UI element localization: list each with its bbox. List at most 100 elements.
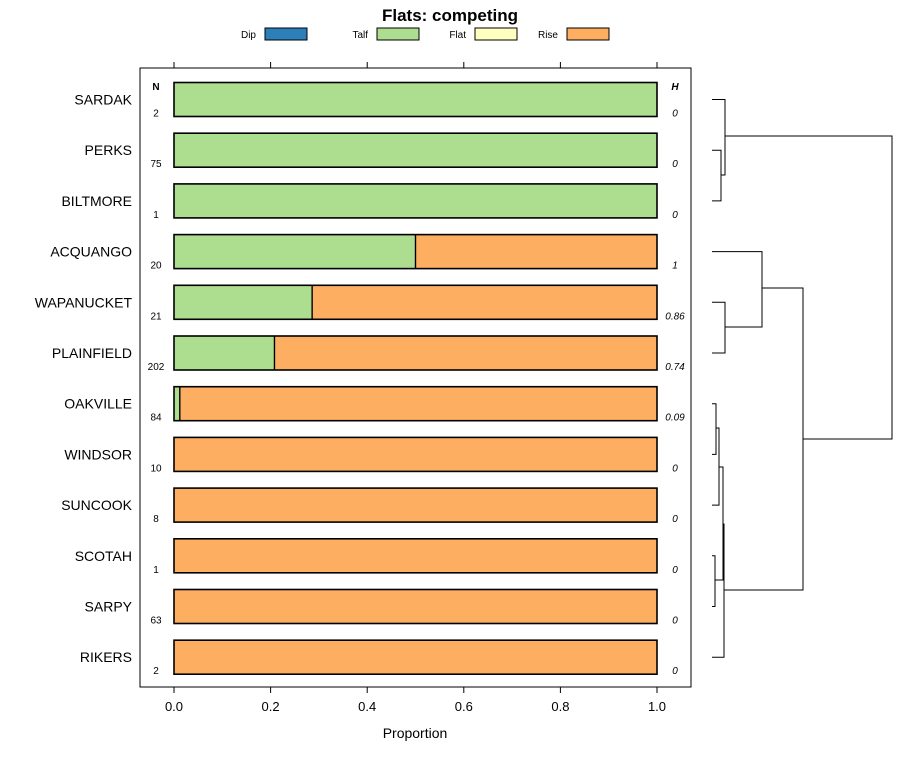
- dendrogram: [712, 99, 893, 658]
- row-biltmore: BILTMORE 1 0: [61, 183, 678, 221]
- bar-rise-oakville: [179, 386, 657, 421]
- row-suncook: SUNCOOK 8 0: [61, 487, 678, 525]
- dendrogram-branch-3: [712, 251, 763, 328]
- h-value-sardak: 0: [672, 109, 678, 120]
- legend-swatch-flat: [474, 27, 518, 41]
- h-column-header: H: [671, 82, 679, 93]
- bar-outline-windsor: [173, 436, 658, 473]
- category-label: WINDSOR: [64, 446, 132, 462]
- category-label: SUNCOOK: [61, 497, 132, 513]
- row-oakville: OAKVILLE 84 0.09: [64, 385, 685, 424]
- h-value-oakville: 0.09: [665, 413, 685, 424]
- category-label: ACQUANGO: [50, 244, 132, 260]
- category-label: PERKS: [85, 142, 132, 158]
- h-value-suncook: 0: [672, 514, 678, 525]
- dendrogram-branch-6: [712, 555, 716, 607]
- category-label: OAKVILLE: [64, 396, 132, 412]
- bar-talf-biltmore: [174, 183, 657, 218]
- h-value-sarpy: 0: [672, 616, 678, 627]
- dendrogram-branch-2: [712, 301, 726, 354]
- row-acquango: ACQUANGO 20 1: [50, 233, 678, 272]
- n-column-header: N: [152, 82, 159, 93]
- bar-rise-wapanucket: [312, 285, 657, 320]
- category-label: WAPANUCKET: [35, 294, 133, 310]
- bar-outline-sardak: [173, 81, 658, 118]
- x-tick-label: 0.0: [165, 699, 183, 714]
- bar-rise-scotah: [174, 538, 657, 573]
- x-axis: 0.0 0.2 0.4 0.6 0.8 1.0: [165, 687, 666, 714]
- n-value-oakville: 84: [150, 413, 162, 424]
- n-value-sardak: 2: [153, 109, 159, 120]
- bar-talf-wapanucket: [174, 285, 313, 320]
- bar-outline-perks: [173, 132, 658, 168]
- n-value-plainfield: 202: [148, 362, 165, 373]
- h-value-scotah: 0: [672, 565, 678, 576]
- top-axis-ticks: [173, 62, 658, 68]
- x-axis-title: Proportion: [383, 725, 448, 741]
- x-tick-label: 0.8: [551, 699, 569, 714]
- row-scotah: SCOTAH 1 0: [75, 537, 678, 576]
- bar-outline-acquango: [173, 233, 658, 270]
- bar-talf-plainfield: [174, 336, 275, 370]
- bar-talf-sardak: [174, 82, 657, 117]
- legend-swatch-talf: [376, 27, 420, 41]
- bar-rise-plainfield: [274, 336, 657, 370]
- category-label: SARPY: [85, 599, 133, 615]
- row-wapanucket: WAPANUCKET 21 0.86: [35, 284, 685, 322]
- bar-outline-biltmore: [173, 183, 658, 219]
- h-value-acquango: 1: [672, 261, 678, 272]
- dendrogram-branch-4: [712, 403, 717, 455]
- category-label: BILTMORE: [61, 193, 132, 209]
- bar-outline-rikers: [173, 639, 658, 676]
- bar-rise-windsor: [174, 437, 657, 472]
- x-tick-label: 0.2: [262, 699, 280, 714]
- row-sardak: SARDAK 2 0: [74, 81, 678, 120]
- bar-talf-oakville: [174, 386, 180, 421]
- row-perks: PERKS 75 0: [85, 132, 678, 170]
- h-value-rikers: 0: [672, 666, 678, 677]
- legend: Dip Talf Flat Rise: [241, 27, 610, 41]
- chart-title: Flats: competing: [382, 6, 518, 25]
- bar-rise-rikers: [174, 640, 657, 675]
- dendrogram-branch-0: [712, 149, 722, 202]
- bar-outline-suncook: [173, 487, 658, 523]
- category-label: RIKERS: [80, 649, 132, 665]
- bar-outline-oakville: [173, 385, 658, 422]
- row-rikers: RIKERS 2 0: [80, 639, 678, 677]
- bar-talf-acquango: [174, 234, 416, 269]
- row-sarpy: SARPY 63 0: [85, 588, 678, 627]
- bar-outline-scotah: [173, 537, 658, 574]
- h-value-perks: 0: [672, 159, 678, 170]
- bar-talf-perks: [174, 133, 657, 168]
- x-tick-label: 0.6: [455, 699, 473, 714]
- n-value-rikers: 2: [153, 666, 159, 677]
- n-value-acquango: 20: [150, 261, 162, 272]
- dendrogram-branch-1: [712, 99, 726, 176]
- bar-outline-plainfield: [173, 335, 658, 371]
- h-value-plainfield: 0.74: [665, 362, 685, 373]
- bar-rise-sarpy: [174, 589, 657, 624]
- n-value-windsor: 10: [150, 463, 162, 474]
- legend-swatch-rise: [566, 27, 610, 41]
- bar-outline-wapanucket: [173, 284, 658, 321]
- h-value-windsor: 0: [672, 463, 678, 474]
- legend-label-talf: Talf: [352, 30, 368, 41]
- dendrogram-branch-10: [725, 135, 893, 440]
- n-value-suncook: 8: [153, 514, 159, 525]
- n-value-sarpy: 63: [150, 616, 162, 627]
- dendrogram-branch-9: [724, 287, 804, 591]
- n-value-perks: 75: [150, 159, 162, 170]
- row-plainfield: PLAINFIELD 202 0.74: [52, 335, 685, 373]
- h-value-wapanucket: 0.86: [665, 311, 685, 322]
- bar-rise-acquango: [415, 234, 657, 269]
- legend-swatch-dip: [264, 27, 308, 41]
- legend-label-dip: Dip: [241, 30, 256, 41]
- bar-rise-suncook: [174, 488, 657, 523]
- bar-outline-sarpy: [173, 588, 658, 625]
- x-tick-label: 1.0: [648, 699, 666, 714]
- category-label: PLAINFIELD: [52, 345, 132, 361]
- x-tick-label: 0.4: [358, 699, 376, 714]
- category-label: SCOTAH: [75, 548, 132, 564]
- n-value-wapanucket: 21: [150, 311, 162, 322]
